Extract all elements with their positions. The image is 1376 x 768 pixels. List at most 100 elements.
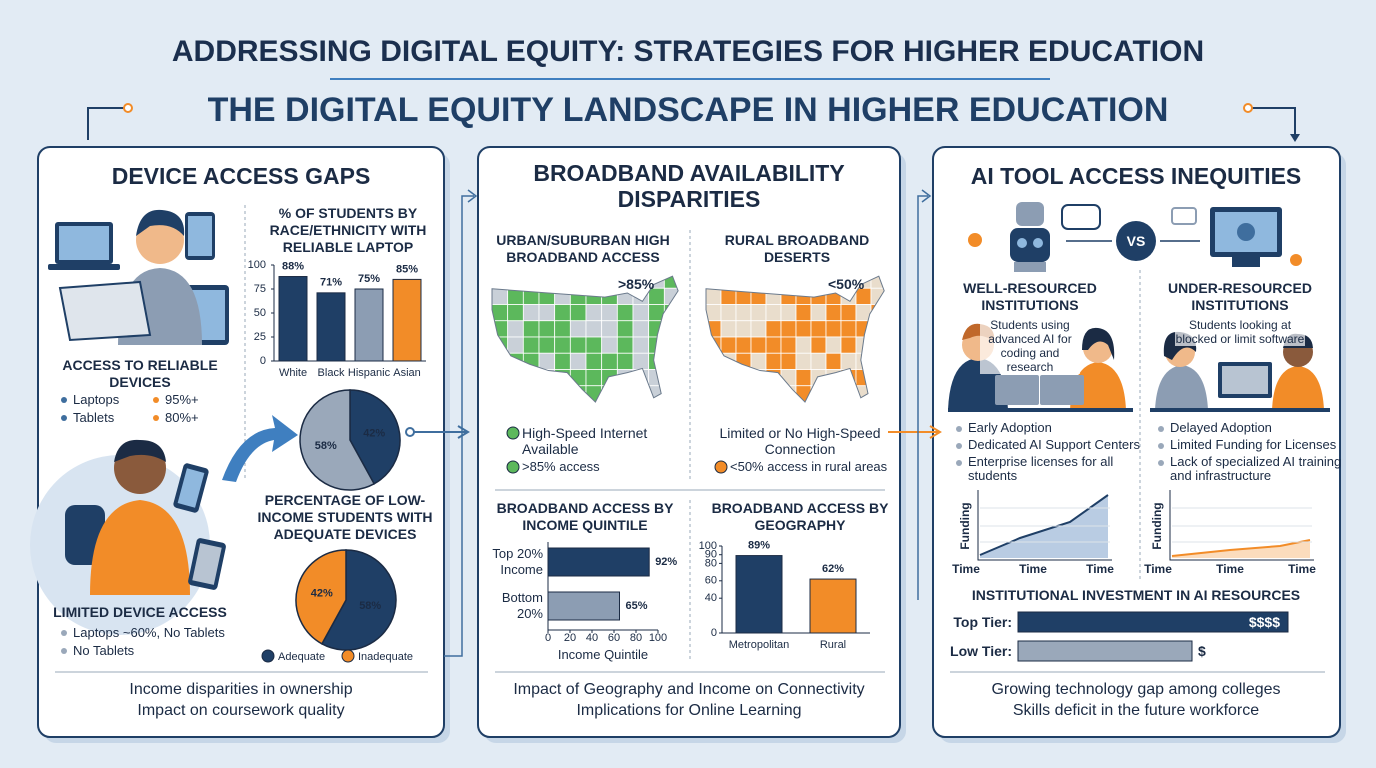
value-label: 88% <box>282 260 304 272</box>
map-region <box>569 320 587 338</box>
x-tick-label: 80 <box>630 632 642 644</box>
x-tick-label: Time <box>1086 562 1114 576</box>
x-tick-label: Time <box>1019 562 1047 576</box>
list-item: Delayed Adoption <box>1157 421 1345 435</box>
map-region <box>538 304 556 322</box>
map-region <box>840 336 857 354</box>
x-tick-label: White <box>279 367 307 379</box>
x-tick-label: Time <box>952 562 980 576</box>
y-tick-label: 90 <box>705 549 717 561</box>
legend-swatch <box>714 460 728 474</box>
map-region <box>632 352 650 370</box>
map-outline <box>705 275 885 403</box>
bar <box>735 555 783 634</box>
slice-label: 58% <box>359 600 381 612</box>
main-title: ADDRESSING DIGITAL EQUITY: STRATEGIES FO… <box>171 35 1205 68</box>
subheading: UNDER-RESOURCED INSTITUTIONS <box>1168 280 1312 313</box>
map-region <box>601 336 618 354</box>
value-label: 75% <box>358 273 380 285</box>
bullet: Implications for Online Learning <box>576 702 802 719</box>
map-region <box>720 336 737 354</box>
map-region <box>585 352 603 370</box>
map-region <box>569 336 587 354</box>
investment-bar <box>1017 640 1193 662</box>
badge: <50% <box>828 276 865 292</box>
map-region <box>616 320 634 338</box>
map-region <box>765 336 782 354</box>
map-region <box>810 304 827 322</box>
subtitle: THE DIGITAL EQUITY LANDSCAPE IN HIGHER E… <box>207 91 1169 129</box>
connector <box>444 189 478 657</box>
map-region <box>585 304 603 322</box>
map-region <box>750 336 767 354</box>
investment-bar <box>1017 611 1289 633</box>
slice-label: 42% <box>363 428 385 440</box>
map-region <box>522 304 540 322</box>
subheading: URBAN/SUBURBAN HIGH BROADBAND ACCESS <box>496 232 670 265</box>
map-region <box>585 369 603 387</box>
chart-title: BROADBAND ACCESS BY INCOME QUINTILE <box>496 500 674 533</box>
panel <box>477 146 901 738</box>
axis-title: Funding <box>958 502 972 550</box>
y-tick-label: Top Tier: <box>953 614 1012 630</box>
map-region <box>585 336 603 354</box>
y-tick-label: 100 <box>699 540 717 552</box>
map-region <box>538 352 556 370</box>
arrow-head <box>1290 134 1300 142</box>
map-region <box>840 304 857 322</box>
list-item: Tablets <box>60 410 163 426</box>
chart-title: PERCENTAGE OF LOW-INCOME STUDENTS WITH A… <box>257 492 433 542</box>
connector <box>1252 107 1296 138</box>
value-label: 89% <box>748 539 770 551</box>
list-item: Early Adoption <box>955 421 1143 435</box>
map-region <box>492 287 509 305</box>
map-region <box>825 336 842 354</box>
y-tick-label: 0 <box>260 355 266 367</box>
list-item: Laptops ~60%, No Tablets <box>60 625 253 641</box>
map-region <box>569 352 587 370</box>
map-region <box>538 320 556 338</box>
map-region <box>569 304 587 322</box>
map-region <box>507 304 524 322</box>
map-region <box>522 336 540 354</box>
value-label: 85% <box>396 263 418 275</box>
list-item: Limited Funding for Licenses <box>1157 438 1345 452</box>
y-tick-label: Bottom 20% <box>501 590 543 621</box>
value-label: 92% <box>655 556 677 568</box>
illustration-phone-student <box>30 439 226 635</box>
value-label: 71% <box>320 277 342 289</box>
x-tick-label: Metropolitan <box>729 639 790 651</box>
pie-slice <box>349 389 401 485</box>
bar-label: $$$$ <box>1248 614 1280 630</box>
bullet: Growing technology gap among colleges <box>991 681 1281 698</box>
x-tick-label: Hispanic <box>348 367 391 379</box>
pie-slice <box>299 389 376 491</box>
legend-label: Limited or No High-Speed Connection <box>719 425 881 457</box>
map-region <box>780 320 797 338</box>
y-tick-label: 75 <box>254 283 266 295</box>
subheading: WELL-RESOURCED INSTITUTIONS <box>963 280 1097 313</box>
list-value: 80%+ <box>152 410 235 426</box>
map-region <box>810 320 827 338</box>
pie-slice <box>295 549 347 645</box>
x-tick-label: Time <box>1288 562 1316 576</box>
list-item: Enterprise licenses for all students <box>955 455 1143 483</box>
list-item: Laptops <box>60 392 163 408</box>
x-tick-label: 100 <box>649 632 667 644</box>
map-region <box>632 320 650 338</box>
chart-title: INSTITUTIONAL INVESTMENT IN AI RESOURCES <box>971 587 1301 603</box>
bullet: Impact on coursework quality <box>137 702 345 719</box>
map-outline <box>491 275 679 403</box>
map-region <box>840 352 857 370</box>
map-region <box>735 320 752 338</box>
map-region <box>632 336 650 354</box>
legend-label: High-Speed Internet Available <box>522 425 648 457</box>
map-region <box>507 320 524 338</box>
panel-title: DEVICE ACCESS GAPS <box>111 163 371 189</box>
map-region <box>780 336 797 354</box>
bar <box>392 278 422 362</box>
list-item: Lack of specialized AI training and infr… <box>1157 455 1345 483</box>
slice-label: 58% <box>315 440 337 452</box>
y-tick-label: 80 <box>705 557 717 569</box>
